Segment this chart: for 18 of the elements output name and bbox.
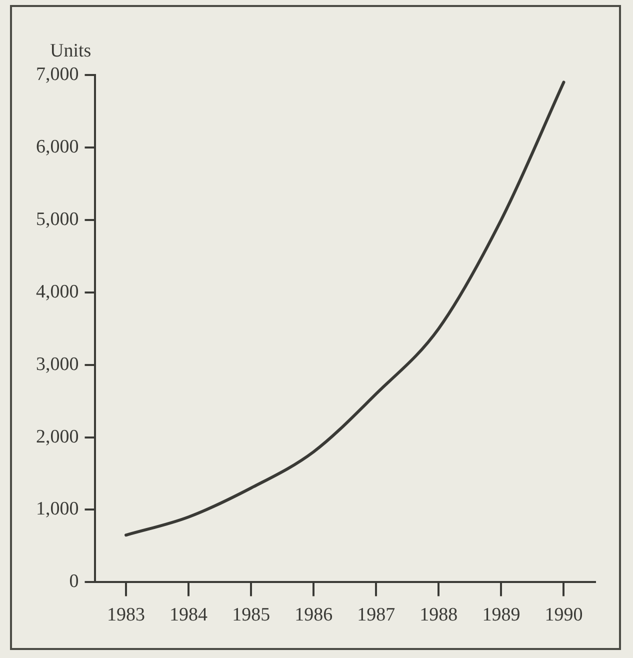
x-tick-label: 1987 — [357, 604, 396, 626]
x-tick-label: 1984 — [170, 604, 208, 626]
y-tick-label: 1,000 — [36, 498, 79, 520]
x-tick-label: 1985 — [232, 604, 270, 626]
y-tick-label: 4,000 — [36, 281, 79, 302]
x-tick-label: 1990 — [544, 604, 583, 626]
x-tick-label: 1988 — [420, 604, 458, 626]
y-tick-label: 5,000 — [36, 208, 79, 230]
x-tick-label: 1986 — [294, 604, 333, 626]
y-tick-label: 0 — [69, 571, 79, 592]
y-tick-label: 6,000 — [36, 136, 79, 158]
x-tick-label: 1989 — [482, 604, 520, 626]
y-tick-label: 3,000 — [36, 354, 79, 375]
y-tick-label: 2,000 — [36, 426, 79, 448]
y-tick-label: 7,000 — [36, 64, 79, 85]
x-tick-label: 1983 — [107, 604, 146, 626]
y-axis-title: Units — [50, 40, 92, 62]
line-series — [124, 80, 566, 537]
